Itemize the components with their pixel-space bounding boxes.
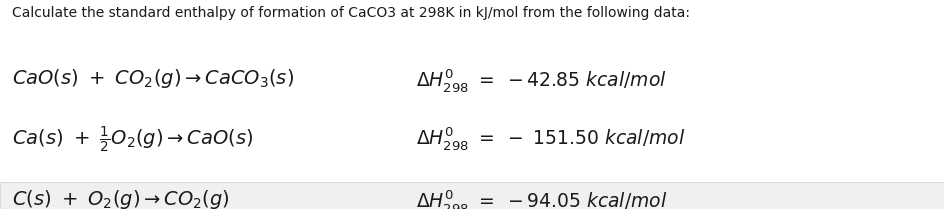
Text: $\bf{\mathit{\Delta H^0_{298}\ =\ -\ 151.50\ kcal/mol}}$: $\bf{\mathit{\Delta H^0_{298}\ =\ -\ 151… (415, 125, 684, 152)
FancyBboxPatch shape (0, 182, 944, 209)
Text: $\bf{\mathit{\Delta H^0_{298}\ =\ -94.05\ kcal/mol}}$: $\bf{\mathit{\Delta H^0_{298}\ =\ -94.05… (415, 188, 666, 209)
Text: $\bf{\mathit{CaO(s)\ +\ CO_2(g) \rightarrow CaCO_3(s)}}$: $\bf{\mathit{CaO(s)\ +\ CO_2(g) \rightar… (12, 67, 295, 90)
Text: $\bf{\mathit{\Delta H^0_{298}}}$$\bf{\mathit{\ =\ -42.85\ kcal/mol}}$: $\bf{\mathit{\Delta H^0_{298}}}$$\bf{\ma… (415, 67, 666, 94)
Text: $\bf{\mathit{Ca(s)\ +\ \frac{1}{2}O_2(g) \rightarrow CaO(s)}}$: $\bf{\mathit{Ca(s)\ +\ \frac{1}{2}O_2(g)… (12, 125, 253, 155)
Text: $\bf{\mathit{C(s)\ +\ O_2(g) \rightarrow CO_2(g)}}$: $\bf{\mathit{C(s)\ +\ O_2(g) \rightarrow… (12, 188, 230, 209)
Text: Calculate the standard enthalpy of formation of CaCO3 at 298K in kJ/mol from the: Calculate the standard enthalpy of forma… (12, 6, 689, 20)
